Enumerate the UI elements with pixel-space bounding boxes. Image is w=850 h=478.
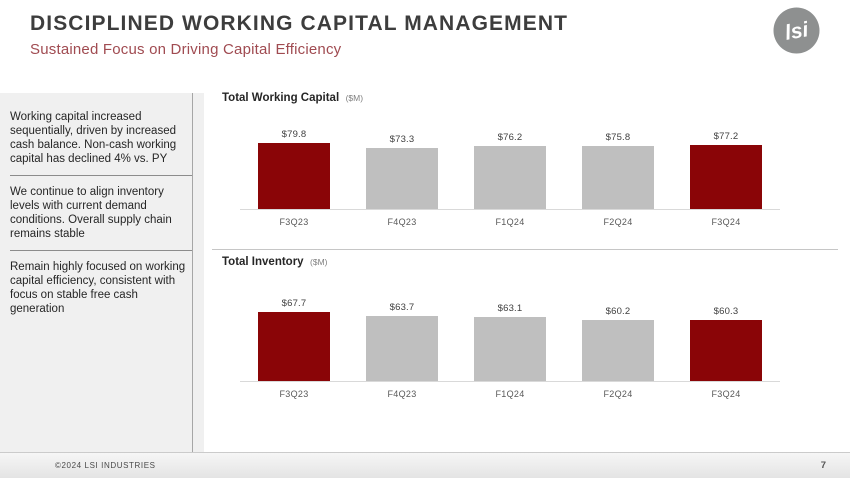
chart-total-inventory: Total Inventory ($M) $67.7 $63.7 $63.1 $60.…: [222, 252, 822, 399]
bar: [258, 312, 330, 381]
commentary-paragraph-1: Working capital increased sequentially, …: [10, 111, 177, 166]
bar-value-label: $63.7: [389, 302, 415, 313]
bar: [474, 317, 546, 381]
bars-row: $67.7 $63.7 $63.1 $60.2 $60.3: [240, 293, 780, 382]
bar: [582, 146, 654, 209]
bar-value-label: $67.7: [281, 298, 307, 309]
bar-value-label: $60.3: [713, 306, 739, 317]
charts-divider: [212, 249, 838, 250]
bar-value-label: $79.8: [281, 129, 307, 140]
category-label: F4Q23: [387, 217, 417, 227]
category-label: F2Q24: [603, 217, 633, 227]
categories-row: F3Q23 F4Q23 F1Q24 F2Q24 F3Q24: [240, 382, 780, 399]
bar-value-label: $60.2: [605, 306, 631, 317]
slide-footer: ©2024 LSI INDUSTRIES 7: [0, 452, 850, 478]
bar-value-label: $77.2: [713, 131, 739, 142]
commentary-paragraph-3: Remain highly focused on working capital…: [10, 261, 186, 316]
bar: [366, 316, 438, 381]
paragraph-divider: [10, 250, 192, 252]
bar-column: $60.2: [564, 306, 672, 381]
bar-column: $67.7: [240, 298, 348, 381]
bar: [690, 145, 762, 209]
page-title: DISCIPLINED WORKING CAPITAL MANAGEMENT: [30, 12, 569, 35]
commentary-paragraph-2: We continue to align inventory levels wi…: [10, 186, 172, 241]
panel-edge-line: [192, 93, 193, 452]
category-label: F2Q24: [603, 389, 633, 399]
plot-area: $79.8 $73.3 $76.2 $75.8 $77.2 F3Q23 F4Q23 F1Q2…: [240, 126, 780, 227]
chart-title-row: Total Working Capital ($M): [222, 88, 822, 104]
categories-row: F3Q23 F4Q23 F1Q24 F2Q24 F3Q24: [240, 210, 780, 227]
bar-column: $60.3: [672, 306, 780, 381]
bar-column: $79.8: [240, 129, 348, 209]
plot-area: $67.7 $63.7 $63.1 $60.2 $60.3 F3Q23 F4Q23 F1Q2…: [240, 293, 780, 399]
bar-value-label: $73.3: [389, 134, 415, 145]
bar-column: $76.2: [456, 132, 564, 209]
bar-column: $73.3: [348, 134, 456, 209]
bar: [474, 146, 546, 209]
lsi-logo: lsi: [773, 7, 820, 54]
copyright: ©2024 LSI INDUSTRIES: [55, 461, 156, 470]
chart-unit-label: ($M): [310, 257, 328, 267]
chart-total-working-capital: Total Working Capital ($M) $79.8 $73.3 $76…: [222, 88, 822, 227]
category-label: F4Q23: [387, 389, 417, 399]
lsi-logo-icon: lsi: [773, 7, 820, 54]
bar-value-label: $75.8: [605, 132, 631, 143]
bar-column: $63.1: [456, 303, 564, 381]
lsi-logo-text: lsi: [783, 18, 811, 45]
page-number: 7: [820, 460, 826, 471]
category-label: F3Q24: [711, 217, 741, 227]
bar-value-label: $76.2: [497, 132, 523, 143]
category-label: F1Q24: [495, 217, 525, 227]
chart-unit-label: ($M): [345, 93, 364, 103]
chart-title: Total Inventory: [222, 256, 304, 268]
bar-value-label: $63.1: [497, 303, 523, 314]
category-label: F1Q24: [495, 389, 525, 399]
bar: [366, 148, 438, 209]
bars-row: $79.8 $73.3 $76.2 $75.8 $77.2: [240, 126, 780, 210]
bar: [258, 143, 330, 209]
paragraph-divider: [10, 175, 192, 177]
bar-column: $75.8: [564, 132, 672, 209]
category-label: F3Q24: [711, 389, 741, 399]
chart-title-row: Total Inventory ($M): [222, 252, 822, 268]
bar-column: $63.7: [348, 302, 456, 381]
category-label: F3Q23: [279, 217, 309, 227]
bar: [582, 320, 654, 381]
chart-title: Total Working Capital: [222, 92, 340, 104]
commentary-panel: Working capital increased sequentially, …: [0, 93, 204, 452]
bar: [690, 320, 762, 381]
page-subtitle: Sustained Focus on Driving Capital Effic…: [30, 41, 342, 58]
category-label: F3Q23: [279, 389, 309, 399]
bar-column: $77.2: [672, 131, 780, 209]
